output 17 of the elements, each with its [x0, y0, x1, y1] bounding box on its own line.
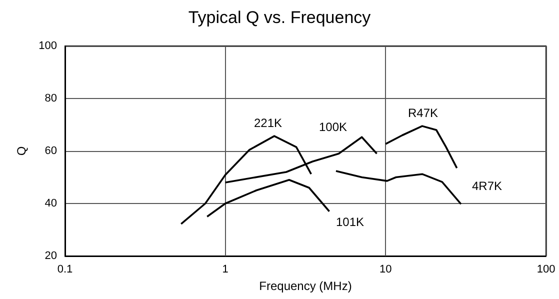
y-tick-label: 100	[38, 40, 57, 52]
y-tick-label: 60	[44, 145, 57, 157]
y-tick-label: 40	[44, 198, 57, 210]
x-tick-label: 10	[380, 264, 392, 276]
annotation: R47K	[408, 106, 438, 120]
annotation: 221K	[254, 116, 282, 130]
x-axis-title: Frequency (MHz)	[259, 278, 352, 293]
annotation: 4R7K	[472, 179, 502, 193]
annotation: 100K	[318, 120, 348, 134]
x-tick-label: 100	[536, 264, 556, 276]
y-axis-title: Q	[14, 146, 29, 156]
y-tick-label: 80	[44, 92, 57, 104]
x-tick-label: 0.1	[57, 264, 73, 276]
chart-title: Typical Q vs. Frequency	[188, 8, 372, 27]
y-tick-label: 20	[44, 250, 57, 262]
annotation: 101K	[336, 215, 364, 229]
x-tick-label: 1	[222, 264, 228, 276]
